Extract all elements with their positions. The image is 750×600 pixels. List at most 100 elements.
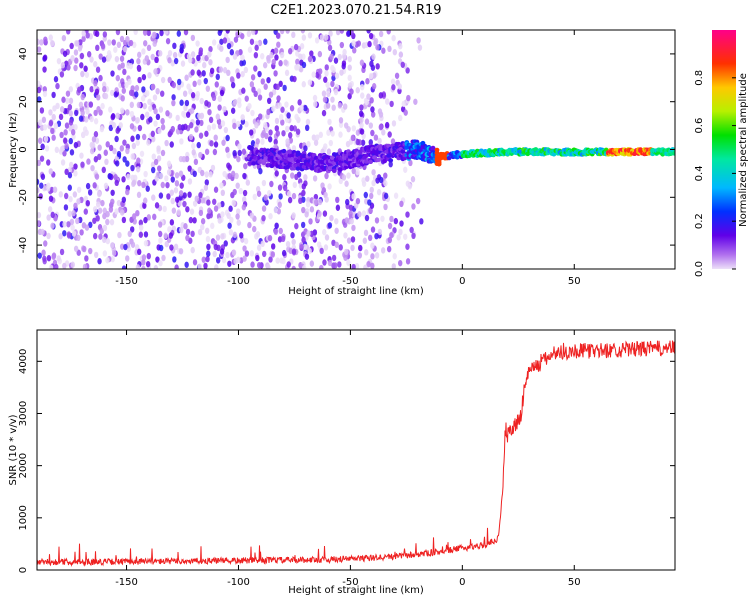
spectrogram-cell [65, 97, 70, 104]
spectrogram-cell [138, 219, 144, 226]
spectrogram-cell [212, 198, 217, 205]
spectrogram-cell [152, 31, 157, 39]
spectrogram-cell [84, 129, 89, 136]
spectrogram-cell [280, 119, 285, 126]
spectrogram-cell [364, 118, 370, 125]
snr-frame [36, 329, 676, 571]
spectrogram-cell [291, 238, 296, 246]
spectrogram-cell [143, 40, 148, 47]
x-tick-label: 0 [459, 577, 465, 588]
spectrogram-cell [268, 256, 273, 263]
spectrogram-cell [249, 81, 255, 88]
spectrogram-cell [75, 40, 80, 47]
spectrogram-cell [350, 134, 355, 142]
spectrogram-cell [275, 83, 280, 91]
spectrogram-cell [56, 255, 61, 262]
spectrogram-cell [246, 30, 252, 38]
spectrogram-cell [46, 159, 51, 166]
spectrogram-cell [260, 138, 265, 145]
spectrogram-cell [176, 209, 181, 216]
spectrogram-cell [291, 192, 297, 200]
spectrogram-cell [68, 110, 73, 117]
spectrogram-cell [66, 30, 71, 35]
spectrogram-cell [105, 141, 110, 148]
spectrogram-cell [311, 71, 316, 78]
spectrogram-cell [357, 252, 363, 259]
spectrogram-cell [301, 34, 307, 41]
spectrogram-cell [204, 54, 209, 62]
spectrogram-cell [351, 167, 356, 175]
spectrogram-cell [93, 61, 98, 68]
spectrogram-cell [391, 34, 396, 42]
spectrogram-cell [251, 30, 256, 36]
spectrogram-cell [95, 66, 101, 73]
spectrogram-cell [110, 242, 115, 249]
spectrogram-cell [281, 257, 286, 265]
spectrogram-cell [39, 107, 45, 114]
spectrogram-cell [210, 222, 215, 230]
spectrogram-cell [158, 50, 163, 57]
spectrogram-cell [358, 110, 364, 117]
spectrogram-cell [100, 102, 105, 110]
spectrogram-cell [61, 96, 66, 103]
spectrogram-cell [100, 43, 106, 50]
spectrogram-cell [178, 248, 184, 255]
spectrogram-cell [62, 150, 67, 157]
spectrogram-cell [279, 113, 284, 121]
spectrogram-cell [185, 228, 191, 236]
spectrogram-cell [254, 44, 259, 51]
spectrogram-cell [212, 148, 218, 156]
spectrogram-cell [284, 69, 290, 77]
spectrogram-cell [282, 184, 288, 192]
spectrogram-signal-cell [434, 150, 440, 156]
spectrogram-cell [161, 254, 166, 262]
spectrogram-cell [79, 52, 85, 60]
spectrogram-cell [37, 220, 41, 227]
spectrogram-cell [107, 39, 112, 46]
spectrogram-cell [114, 208, 119, 215]
spectrogram-cell [241, 87, 246, 94]
snr-series-line [37, 340, 675, 568]
spectrogram-cell [354, 262, 360, 269]
spectrogram-cell [115, 30, 121, 36]
spectrogram-cell [244, 95, 249, 102]
spectrogram-cell [209, 140, 214, 147]
spectrogram-cell [280, 235, 286, 243]
spectrogram-cell [120, 95, 125, 102]
x-tick-label: 0 [459, 276, 465, 287]
spectrogram-cell [146, 252, 151, 260]
spectrogram-cell [210, 164, 216, 172]
spectrogram-cell [42, 124, 48, 131]
spectrogram-cell [281, 249, 287, 257]
spectrogram-cell [339, 30, 344, 34]
spectrogram-cell [312, 94, 318, 102]
spectrogram-cell [179, 226, 184, 234]
spectrogram-cell [148, 105, 153, 112]
snr-x-label: Height of straight line (km) [288, 585, 424, 596]
spectrogram-cell [298, 197, 303, 205]
spectrogram-cell [89, 141, 94, 149]
spectrogram-cell [125, 160, 130, 167]
spectrogram-cell [179, 182, 184, 189]
spectrogram-cell [155, 113, 161, 121]
spectrogram-cell [160, 117, 165, 125]
spectrogram-cell [269, 52, 274, 59]
spectrogram-cell [114, 155, 120, 162]
spectrogram-cell [255, 138, 260, 145]
spectrogram-cell [231, 249, 237, 256]
spectrogram-cell [262, 250, 267, 258]
spectrogram-cell [51, 253, 56, 260]
spectrogram-cell [197, 228, 203, 236]
spectrogram-cell [125, 147, 130, 155]
spectrogram-cell [225, 146, 230, 154]
spectrogram-cell [301, 236, 306, 244]
spectrogram-cell [299, 243, 304, 251]
spectrogram-cell [147, 72, 152, 79]
spectrogram-cell [405, 67, 410, 74]
spectrogram-cell [146, 214, 152, 221]
spectrogram-cell [105, 218, 110, 226]
spectrogram-cell [150, 166, 156, 174]
spectrogram-cell [37, 211, 42, 219]
spectrogram-cell [271, 58, 276, 66]
